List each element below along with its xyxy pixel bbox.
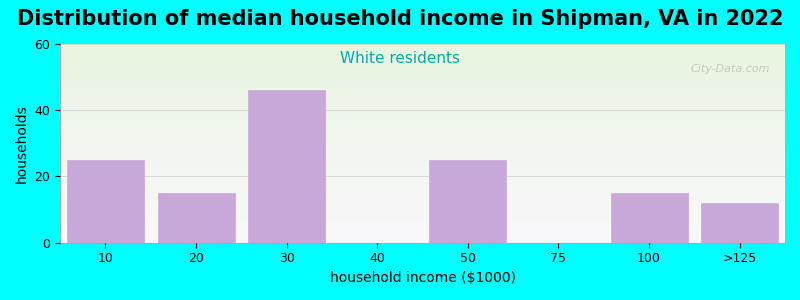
Bar	[158, 193, 234, 243]
Bar	[430, 160, 506, 243]
X-axis label: household income ($1000): household income ($1000)	[330, 271, 515, 285]
Bar	[67, 160, 144, 243]
Bar	[248, 90, 325, 243]
Y-axis label: households: households	[15, 104, 29, 183]
Bar	[701, 203, 778, 243]
Text: Distribution of median household income in Shipman, VA in 2022: Distribution of median household income …	[17, 9, 783, 29]
Text: White residents: White residents	[340, 51, 460, 66]
Text: City-Data.com: City-Data.com	[691, 64, 770, 74]
Bar	[610, 193, 687, 243]
